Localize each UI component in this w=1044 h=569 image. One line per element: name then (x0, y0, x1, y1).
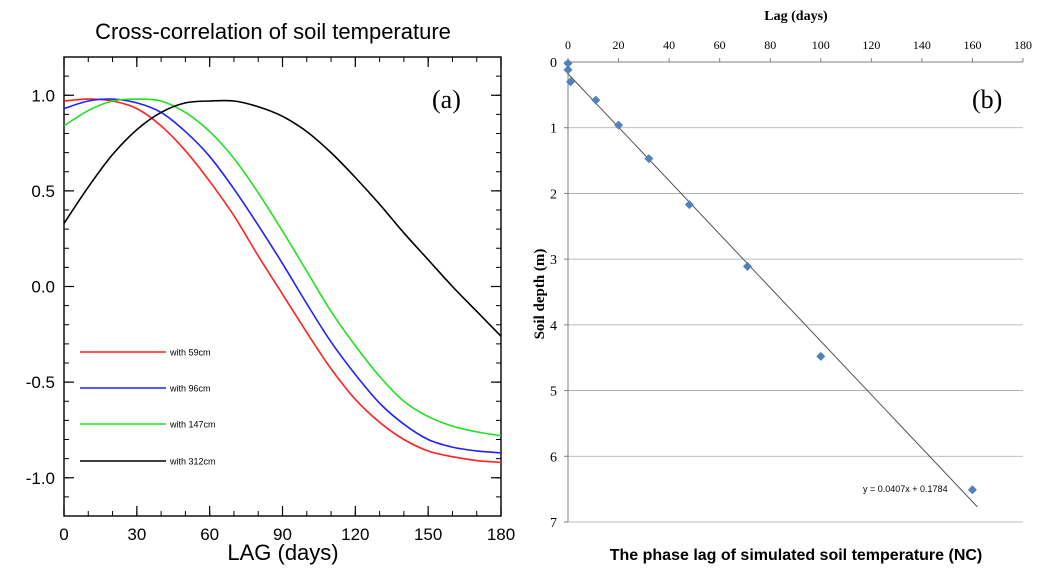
panel-a-x-axis-label: LAG (days) (227, 540, 338, 565)
y-tick-label: 0.5 (31, 182, 55, 201)
trendline (567, 73, 978, 508)
data-point (614, 120, 624, 130)
y-tick-label: 1.0 (31, 86, 55, 105)
y-tick-label: 5 (550, 385, 557, 400)
y-tick-label: -1.0 (26, 469, 55, 488)
x-tick-label: 180 (1014, 38, 1032, 52)
x-tick-label: 40 (663, 38, 675, 52)
data-point (684, 200, 694, 210)
legend-label: with 59cm (169, 348, 211, 358)
data-point (563, 65, 573, 75)
panel-a-label: (a) (432, 85, 461, 114)
x-tick-label: 120 (862, 38, 880, 52)
trendline-equation: y = 0.0407x + 0.1784 (863, 484, 948, 494)
panel-b-title: The phase lag of simulated soil temperat… (610, 547, 983, 564)
y-tick-label: 6 (550, 450, 557, 465)
legend-label: with 96cm (169, 384, 211, 394)
panel-a-y-ticks: 1.0 0.5 0.0 -0.5 -1.0 (26, 86, 501, 488)
x-tick-label: 180 (487, 525, 515, 544)
y-tick-label: -0.5 (26, 373, 55, 392)
x-tick-label: 150 (414, 525, 442, 544)
x-tick-label: 0 (565, 38, 571, 52)
y-tick-label: 3 (550, 253, 557, 268)
data-point (967, 485, 977, 495)
legend-label: with 312cm (169, 457, 216, 467)
y-tick-label: 7 (550, 516, 557, 531)
x-tick-label: 60 (714, 38, 726, 52)
panel-b-x-ticks: 0 20 40 60 80 100 120 140 160 180 (565, 38, 1032, 62)
x-tick-label: 100 (812, 38, 830, 52)
data-point (563, 58, 573, 68)
x-tick-label: 140 (913, 38, 931, 52)
x-tick-label: 160 (963, 38, 981, 52)
panel-b-points (563, 58, 977, 495)
panel-b-y-axis-label: Soil depth (m) (532, 249, 548, 340)
panel-b-gridlines (568, 61, 1023, 523)
data-point (816, 351, 826, 361)
y-tick-label: 4 (550, 319, 557, 334)
panel-a-lines (63, 98, 502, 464)
panel-a-legend: with 59cm with 96cm with 147cm with 312cm (80, 348, 216, 467)
x-tick-label: 30 (127, 525, 146, 544)
panel-b-label: (b) (972, 85, 1002, 114)
data-point (566, 77, 576, 87)
data-point (591, 95, 601, 105)
panel-a: Cross-correlation of soil temperature 0 3… (26, 19, 515, 565)
panel-b-y-ticks: 0 1 2 3 4 5 6 7 (550, 56, 568, 531)
y-tick-label: 2 (550, 187, 557, 202)
x-tick-label: 20 (613, 38, 625, 52)
x-tick-label: 90 (273, 525, 292, 544)
series-line (63, 98, 502, 454)
series-line (63, 98, 502, 437)
x-tick-label: 120 (341, 525, 369, 544)
panel-a-frame (63, 56, 502, 517)
data-point (742, 261, 752, 271)
y-tick-label: 0 (550, 56, 557, 71)
panel-b: Lag (days) 0 20 40 60 80 100 120 140 160 180 0 1 2 3… (532, 9, 1032, 564)
series-line (63, 98, 502, 464)
x-tick-label: 80 (764, 38, 776, 52)
legend-label: with 147cm (169, 420, 216, 430)
x-tick-label: 0 (59, 525, 68, 544)
data-point (644, 154, 654, 164)
y-tick-label: 1 (550, 122, 557, 137)
series-line (63, 99, 502, 337)
panel-a-minor-ticks (63, 57, 502, 516)
panel-b-x-axis-label: Lag (days) (764, 9, 828, 24)
x-tick-label: 60 (200, 525, 219, 544)
panel-a-x-ticks: 0 30 60 90 120 150 180 (59, 57, 515, 544)
panel-a-title: Cross-correlation of soil temperature (95, 19, 451, 44)
y-tick-label: 0.0 (31, 278, 55, 297)
